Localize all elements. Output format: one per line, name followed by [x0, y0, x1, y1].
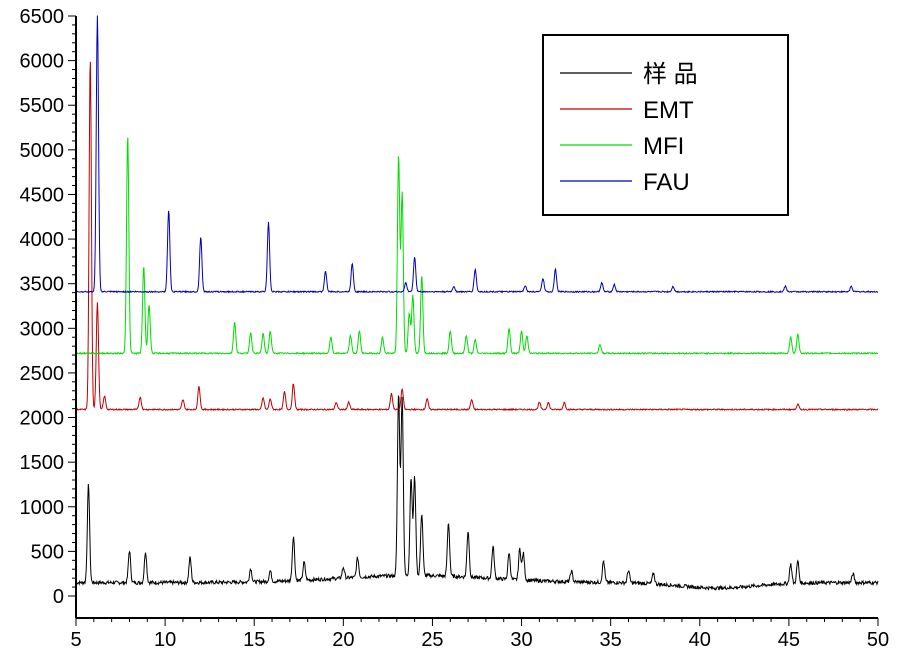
- y-tick-label: 5500: [20, 95, 65, 117]
- axes: 0 500 1000 1500 2000 2500 3000 3500 4000 4500 5000…: [20, 6, 890, 651]
- series-line-0: [75, 395, 879, 591]
- y-tick-label: 3000: [20, 318, 65, 340]
- legend-box: [542, 34, 789, 216]
- series-line-2: [75, 137, 879, 356]
- x-tick-label: 50: [867, 629, 889, 651]
- y-tick-label: 2500: [20, 363, 65, 385]
- y-tick-label: 4500: [20, 184, 65, 206]
- x-tick-label: 20: [332, 629, 354, 651]
- legend-label-3: FAU: [643, 169, 690, 196]
- x-tick-label: 15: [243, 629, 265, 651]
- legend: 样 品 EMT MFI FAU: [542, 34, 789, 216]
- legend-label-1: EMT: [643, 97, 694, 124]
- y-tick-label: 5000: [20, 140, 65, 162]
- x-tick-label: 40: [689, 629, 711, 651]
- y-tick-label: 500: [31, 541, 64, 563]
- legend-label-2: MFI: [643, 133, 684, 160]
- y-tick-label: 3500: [20, 274, 65, 296]
- legend-label-0: 样 品: [643, 61, 698, 88]
- y-tick-label: 4000: [20, 229, 65, 251]
- x-tick-label: 30: [510, 629, 532, 651]
- x-tick-label: 35: [600, 629, 622, 651]
- x-tick-label: 5: [70, 629, 81, 651]
- y-tick-label: 1500: [20, 452, 65, 474]
- series-line-3: [75, 15, 879, 294]
- y-tick-label: 6000: [20, 51, 65, 73]
- x-tick-label: 25: [421, 629, 443, 651]
- x-tick-label: 45: [778, 629, 800, 651]
- y-tick-label: 0: [53, 586, 64, 608]
- series-layer: [75, 15, 879, 591]
- y-tick-label: 2000: [20, 408, 65, 430]
- y-tick-label: 1000: [20, 497, 65, 519]
- x-tick-label: 10: [154, 629, 176, 651]
- series-line-1: [75, 61, 879, 412]
- y-tick-label: 6500: [20, 6, 65, 28]
